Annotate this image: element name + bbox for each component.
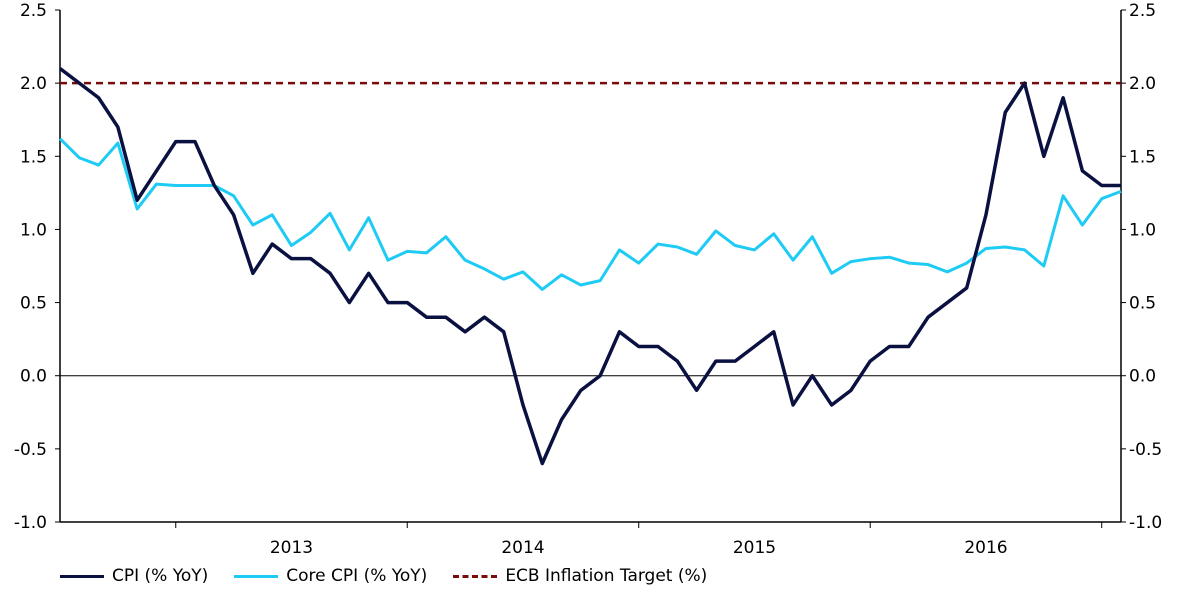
right-tick-label: 1.0 bbox=[1129, 220, 1156, 240]
right-tick-label: 2.0 bbox=[1129, 74, 1156, 94]
x-tick-label: 2015 bbox=[733, 538, 776, 558]
right-tick-label: 2.5 bbox=[1129, 1, 1156, 21]
left-tick-label: 2.0 bbox=[20, 74, 47, 94]
right-tick-label: 0.0 bbox=[1129, 367, 1156, 387]
legend-item-ecb-target: ECB Inflation Target (%) bbox=[453, 566, 707, 586]
legend-swatch-core-cpi bbox=[234, 574, 279, 578]
legend-item-cpi: CPI (% YoY) bbox=[60, 566, 208, 586]
legend-label-core-cpi: Core CPI (% YoY) bbox=[286, 566, 428, 586]
series-layer bbox=[58, 67, 1122, 466]
right-axis-labels: 2.5 2.0 1.5 1.0 0.5 0.0 -0.5 -1.0 bbox=[1129, 1, 1162, 533]
legend-swatch-ecb-target bbox=[453, 574, 498, 578]
legend-swatch-cpi bbox=[60, 574, 104, 578]
legend-label-ecb-target: ECB Inflation Target (%) bbox=[505, 566, 708, 586]
left-axis-labels: 2.5 2.0 1.5 1.0 0.5 0.0 -0.5 -1.0 bbox=[14, 1, 47, 533]
legend-item-core-cpi: Core CPI (% YoY) bbox=[234, 566, 427, 586]
left-tick-label: -0.5 bbox=[14, 440, 47, 460]
right-tick-label: -1.0 bbox=[1129, 513, 1162, 533]
axes bbox=[55, 9, 1126, 528]
left-tick-label: 0.5 bbox=[20, 294, 47, 314]
legend: CPI (% YoY) Core CPI (% YoY) ECB Inflati… bbox=[60, 566, 733, 586]
left-tick-label: -1.0 bbox=[14, 513, 47, 533]
left-tick-label: 1.5 bbox=[20, 147, 47, 167]
right-tick-label: 1.5 bbox=[1129, 147, 1156, 167]
right-tick-label: 0.5 bbox=[1129, 294, 1156, 314]
left-tick-label: 1.0 bbox=[20, 220, 47, 240]
x-tick-label: 2013 bbox=[270, 538, 313, 558]
right-tick-label: -0.5 bbox=[1129, 440, 1162, 460]
core-cpi-line bbox=[58, 137, 1122, 291]
x-tick-label: 2016 bbox=[964, 538, 1007, 558]
left-tick-label: 0.0 bbox=[20, 367, 47, 387]
x-axis-labels: 20132014201520162017 bbox=[270, 538, 1008, 558]
left-tick-label: 2.5 bbox=[20, 1, 47, 21]
cpi-line bbox=[58, 67, 1121, 466]
legend-label-cpi: CPI (% YoY) bbox=[112, 566, 209, 586]
x-tick-label: 2014 bbox=[501, 538, 544, 558]
